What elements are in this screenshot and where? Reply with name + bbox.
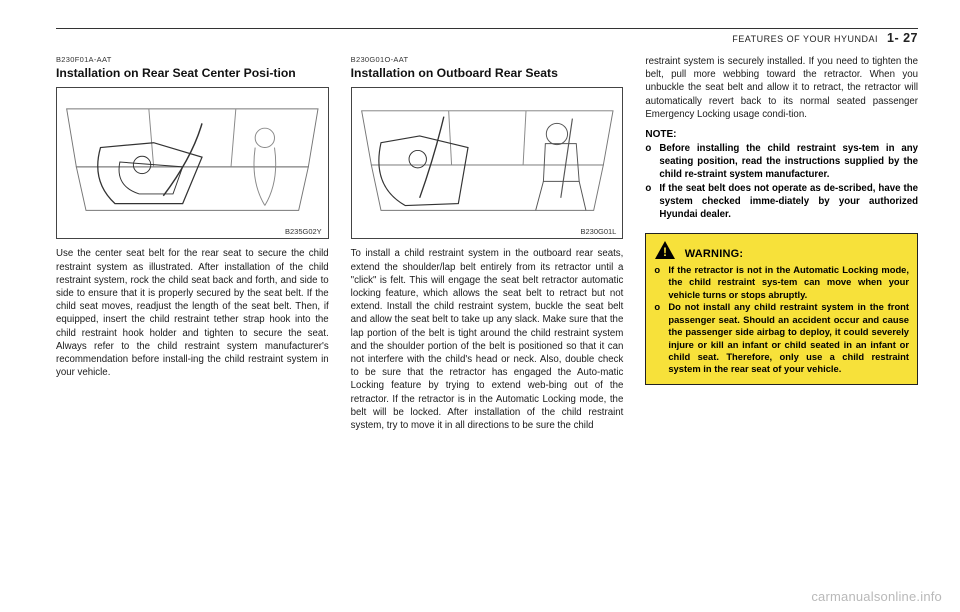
svg-text:!: ! <box>663 245 667 259</box>
figure-rear-center: B235G02Y <box>56 87 329 239</box>
note-item: Before installing the child restraint sy… <box>645 142 918 182</box>
note-list: Before installing the child restraint sy… <box>645 142 918 221</box>
body-text: restraint system is securely installed. … <box>645 55 918 121</box>
section-code: B230G01O-AAT <box>351 55 624 64</box>
note-heading: NOTE: <box>645 129 918 140</box>
content-columns: B230F01A-AAT Installation on Rear Seat C… <box>56 55 918 432</box>
child-seat-outboard-illustration <box>352 88 623 238</box>
child-seat-center-illustration <box>57 88 328 238</box>
section-code: B230F01A-AAT <box>56 55 329 64</box>
warning-title: WARNING: <box>685 248 743 260</box>
body-text: Use the center seat belt for the rear se… <box>56 247 329 379</box>
body-text: To install a child restraint system in t… <box>351 247 624 432</box>
section-heading: Installation on Rear Seat Center Posi-ti… <box>56 65 329 81</box>
section-heading: Installation on Outboard Rear Seats <box>351 65 624 81</box>
page-header: FEATURES OF YOUR HYUNDAI 1- 27 <box>56 31 918 45</box>
figure-label: B230G01L <box>578 227 618 236</box>
header-rule <box>56 28 918 29</box>
warning-item: If the retractor is not in the Automatic… <box>654 264 909 301</box>
warning-item: Do not install any child restraint syste… <box>654 301 909 375</box>
column-3: restraint system is securely installed. … <box>645 55 918 432</box>
page-number: 1- 27 <box>887 31 918 45</box>
manual-page: FEATURES OF YOUR HYUNDAI 1- 27 B230F01A-… <box>0 0 960 612</box>
note-item: If the seat belt does not operate as de-… <box>645 182 918 222</box>
column-2: B230G01O-AAT Installation on Outboard Re… <box>351 55 624 432</box>
column-1: B230F01A-AAT Installation on Rear Seat C… <box>56 55 329 432</box>
header-section: FEATURES OF YOUR HYUNDAI <box>732 34 878 44</box>
figure-label: B235G02Y <box>283 227 324 236</box>
figure-rear-outboard: B230G01L <box>351 87 624 239</box>
warning-icon: ! <box>654 240 676 260</box>
watermark: carmanualsonline.info <box>811 589 942 604</box>
warning-box: ! WARNING: If the retractor is not in th… <box>645 233 918 385</box>
warning-list: If the retractor is not in the Automatic… <box>654 264 909 376</box>
